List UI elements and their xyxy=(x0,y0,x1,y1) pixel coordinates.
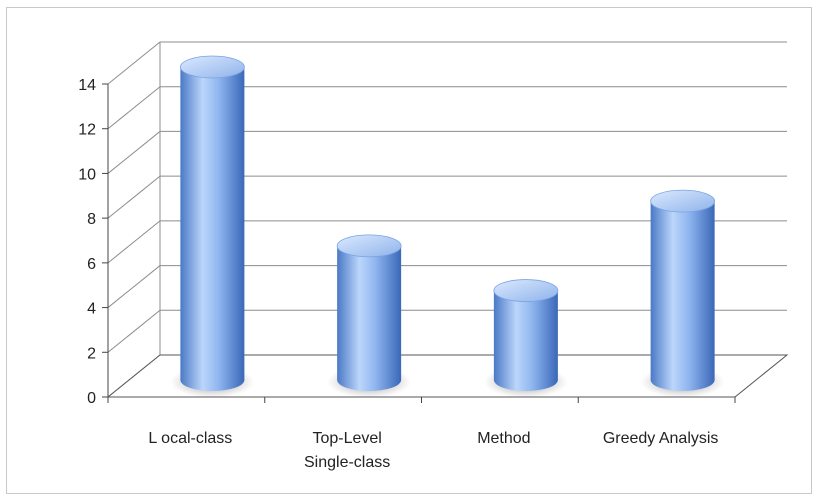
bar-top xyxy=(650,189,716,213)
x-category-label: Greedy Analysis xyxy=(603,430,719,447)
bar-body xyxy=(650,201,715,391)
gridline-depth xyxy=(107,131,161,174)
x-category-label: Top-Level xyxy=(312,430,381,447)
x-category-label: Single-class xyxy=(304,454,390,471)
gridline-depth xyxy=(107,309,161,353)
y-tick-label: 12 xyxy=(78,122,96,139)
bar-top xyxy=(336,234,402,258)
bar-body xyxy=(180,67,245,391)
x-category-label: Method xyxy=(477,430,530,447)
y-tick-labels: 0 2 4 6 8 10 12 14 xyxy=(78,77,96,407)
y-tick-label: 6 xyxy=(87,256,96,273)
y-tick-label: 14 xyxy=(78,77,96,94)
bar xyxy=(327,234,412,398)
bar-body xyxy=(493,290,558,391)
bar-top xyxy=(493,279,559,302)
bar xyxy=(170,55,255,398)
gridline-depth xyxy=(107,86,161,130)
gridline-depth xyxy=(107,220,161,264)
gridline-depth xyxy=(107,265,161,308)
bar-body xyxy=(337,245,402,391)
bar-top xyxy=(179,55,245,79)
bar xyxy=(483,279,568,398)
axes xyxy=(102,83,789,403)
bar xyxy=(640,189,725,398)
y-tick-label: 10 xyxy=(78,166,96,183)
gridline-depth xyxy=(107,41,161,85)
y-tick-label: 8 xyxy=(87,211,96,228)
bars xyxy=(170,55,725,398)
x-category-label: L ocal-class xyxy=(148,430,232,447)
y-tick-label: 4 xyxy=(87,301,96,318)
x-category-labels: L ocal-class Top-Level Single-class Method G… xyxy=(148,430,718,471)
y-tick-label: 2 xyxy=(87,345,96,362)
gridline-depth xyxy=(107,175,161,219)
y-tick-label: 0 xyxy=(87,390,96,407)
